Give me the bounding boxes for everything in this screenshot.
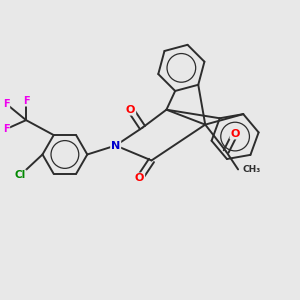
Text: F: F: [3, 124, 9, 134]
Text: N: N: [111, 140, 120, 151]
Text: O: O: [230, 129, 240, 139]
Text: CH₃: CH₃: [243, 165, 261, 174]
Text: O: O: [126, 105, 135, 115]
Text: F: F: [23, 96, 29, 106]
Text: O: O: [135, 173, 144, 183]
Text: Cl: Cl: [14, 170, 26, 180]
Text: F: F: [3, 99, 9, 109]
